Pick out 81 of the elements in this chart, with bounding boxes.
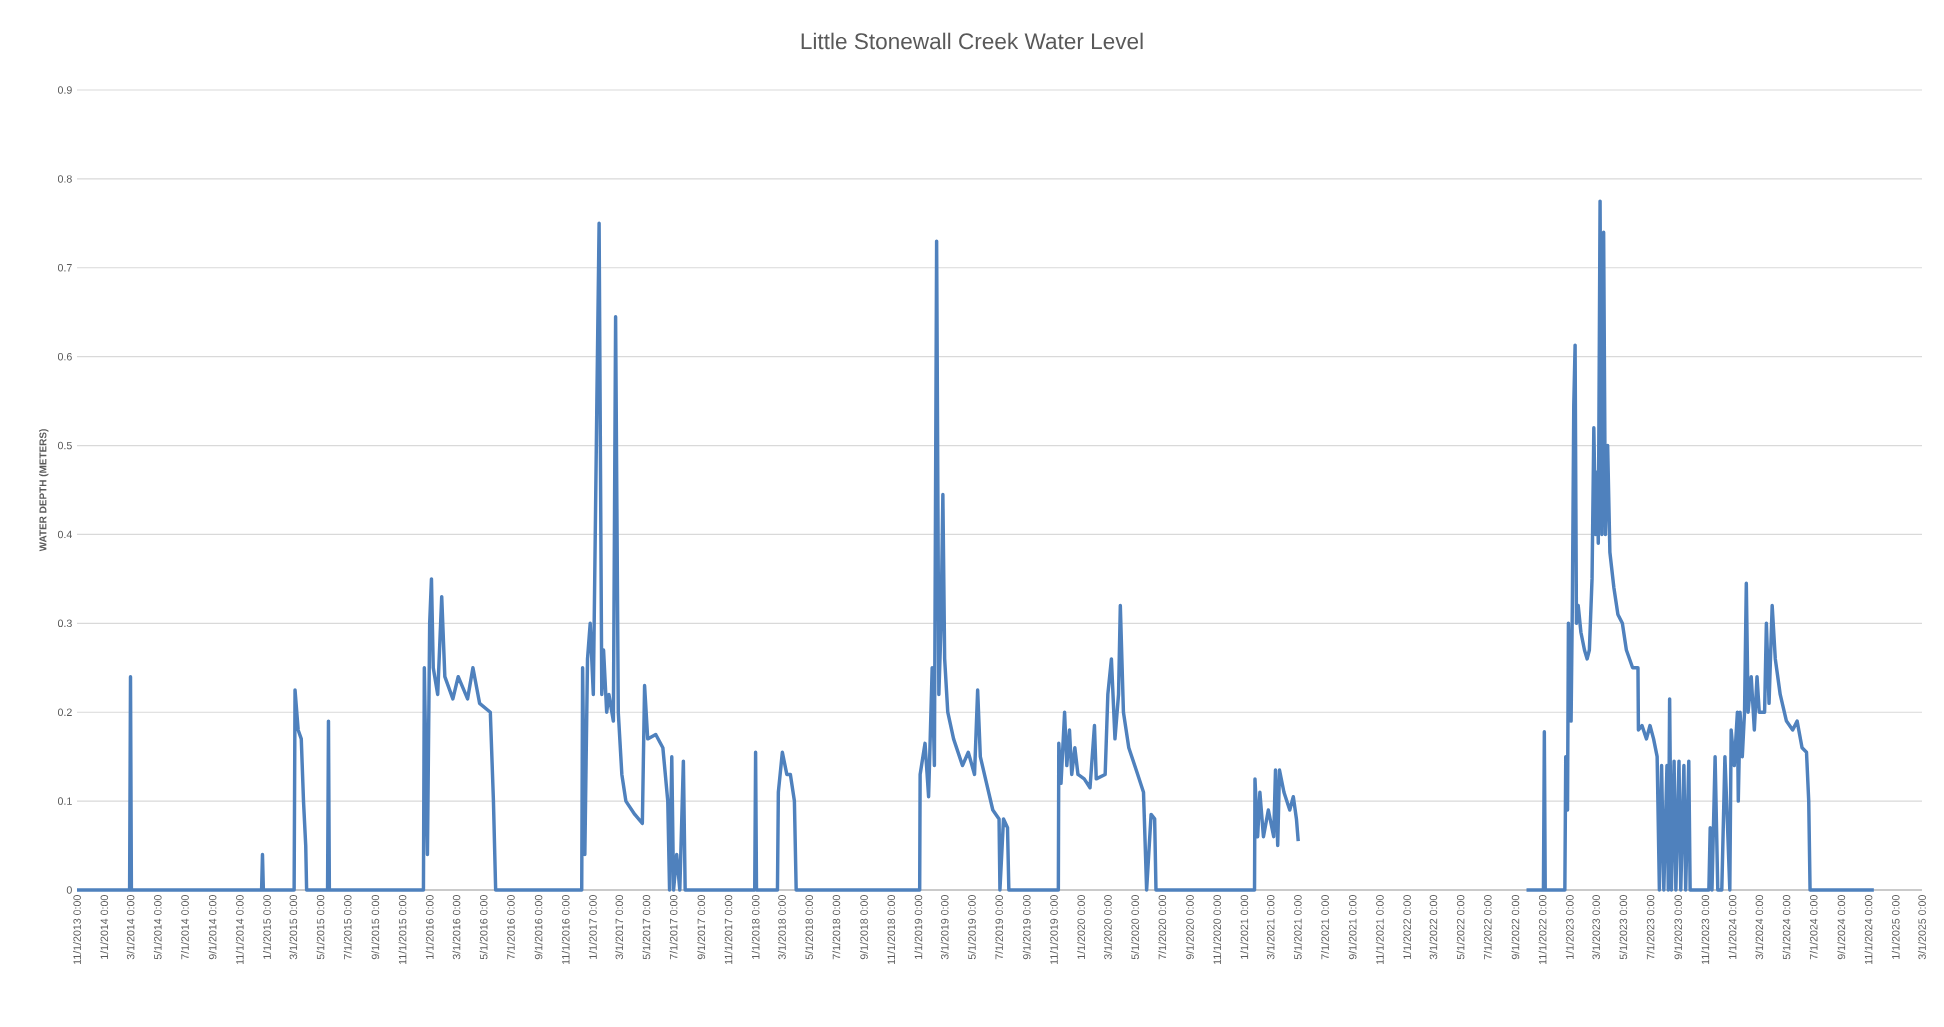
y-tick-label: 0.7 xyxy=(57,264,72,272)
y-tick-label: 0.2 xyxy=(57,708,72,716)
x-tick-label: 1/1/2025 0:00 xyxy=(1891,895,1900,959)
x-tick-label: 1/1/2021 0:00 xyxy=(1240,895,1249,959)
x-tick-label: 5/1/2018 0:00 xyxy=(805,895,814,960)
x-tick-label: 3/1/2021 0:00 xyxy=(1266,895,1275,960)
x-tick-label: 1/1/2020 0:00 xyxy=(1077,895,1085,959)
x-tick-label: 1/1/2016 0:00 xyxy=(425,895,434,959)
x-tick-label: 1/1/2019 0:00 xyxy=(914,895,923,959)
x-tick-label: 1/1/2018 0:00 xyxy=(751,895,760,959)
x-tick-label: 3/1/2019 0:00 xyxy=(940,895,949,960)
x-tick-label: 9/1/2022 0:00 xyxy=(1511,895,1520,960)
x-tick-label: 9/1/2018 0:00 xyxy=(860,895,868,960)
x-tick-label: 1/1/2024 0:00 xyxy=(1728,895,1737,959)
x-tick-label: 7/1/2019 0:00 xyxy=(995,895,1003,960)
x-tick-label: 5/1/2019 0:00 xyxy=(967,895,976,960)
y-tick-label: 0.5 xyxy=(57,441,72,450)
x-tick-label: 9/1/2016 0:00 xyxy=(534,895,543,960)
x-tick-label: 3/1/2017 0:00 xyxy=(615,895,624,960)
x-tick-label: 7/1/2018 0:00 xyxy=(832,895,841,960)
y-tick-label: 0 xyxy=(66,886,72,894)
x-tick-label: 3/1/2016 0:00 xyxy=(452,895,461,960)
x-tick-label: 7/1/2023 0:00 xyxy=(1646,895,1655,960)
x-tick-label: 11/1/2015 0:00 xyxy=(398,895,407,964)
y-tick-label: 0.8 xyxy=(57,175,72,183)
x-tick-label: 11/1/2016 0:00 xyxy=(561,895,570,964)
x-tick-label: 5/1/2020 0:00 xyxy=(1131,895,1139,960)
x-tick-label: 5/1/2024 0:00 xyxy=(1782,895,1791,960)
y-axis-title: WATER DEPTH (METERS) xyxy=(39,429,49,552)
x-tick-label: 3/1/2024 0:00 xyxy=(1755,895,1764,960)
x-tick-label: 7/1/2014 0:00 xyxy=(180,895,189,960)
x-tick-label: 3/1/2020 0:00 xyxy=(1103,895,1112,960)
x-tick-label: 11/1/2020 0:00 xyxy=(1213,895,1221,964)
x-tick-label: 5/1/2023 0:00 xyxy=(1619,895,1628,960)
x-tick-label: 5/1/2014 0:00 xyxy=(153,895,162,960)
x-tick-label: 11/1/2022 0:00 xyxy=(1538,895,1547,964)
x-tick-label: 3/1/2023 0:00 xyxy=(1592,895,1600,960)
x-tick-label: 3/1/2025 0:00 xyxy=(1918,895,1926,960)
x-tick-label: 5/1/2021 0:00 xyxy=(1293,895,1302,960)
y-tick-label: 0.1 xyxy=(57,797,72,805)
x-tick-label: 9/1/2019 0:00 xyxy=(1022,895,1031,960)
y-tick-label: 0.6 xyxy=(57,352,72,361)
x-tick-label: 11/1/2018 0:00 xyxy=(887,895,896,964)
x-tick-label: 3/1/2014 0:00 xyxy=(126,895,135,960)
x-tick-label: 5/1/2017 0:00 xyxy=(642,895,651,960)
x-tick-label: 9/1/2020 0:00 xyxy=(1185,895,1194,960)
x-tick-label: 7/1/2024 0:00 xyxy=(1809,895,1818,960)
x-tick-label: 9/1/2021 0:00 xyxy=(1348,895,1357,960)
y-tick-label: 0.4 xyxy=(57,530,72,539)
x-tick-label: 9/1/2023 0:00 xyxy=(1674,895,1682,960)
chart-title: Little Stonewall Creek Water Level xyxy=(801,32,1143,50)
x-tick-label: 9/1/2014 0:00 xyxy=(208,895,217,960)
x-tick-label: 11/1/2013 0:00 xyxy=(73,895,81,964)
x-tick-label: 7/1/2022 0:00 xyxy=(1483,895,1492,960)
x-tick-label: 9/1/2015 0:00 xyxy=(371,895,380,960)
x-tick-label: 7/1/2021 0:00 xyxy=(1321,895,1329,960)
x-tick-label: 7/1/2016 0:00 xyxy=(506,895,515,960)
x-tick-label: 11/1/2023 0:00 xyxy=(1701,895,1710,964)
x-tick-label: 1/1/2017 0:00 xyxy=(588,895,597,959)
x-tick-label: 9/1/2017 0:00 xyxy=(697,895,706,960)
x-tick-label: 7/1/2015 0:00 xyxy=(343,895,352,960)
x-tick-label: 1/1/2015 0:00 xyxy=(263,895,271,959)
x-tick-label: 5/1/2016 0:00 xyxy=(479,895,488,960)
x-tick-label: 11/1/2024 0:00 xyxy=(1864,895,1873,964)
x-tick-label: 11/1/2021 0:00 xyxy=(1375,895,1384,964)
y-tick-label: 0.9 xyxy=(57,86,72,94)
x-tick-label: 5/1/2015 0:00 xyxy=(316,895,325,960)
x-tick-label: 11/1/2014 0:00 xyxy=(235,895,244,964)
x-tick-label: 9/1/2024 0:00 xyxy=(1837,895,1846,960)
x-tick-label: 1/1/2023 0:00 xyxy=(1565,895,1574,959)
x-tick-label: 3/1/2022 0:00 xyxy=(1429,895,1438,960)
x-tick-label: 5/1/2022 0:00 xyxy=(1456,895,1465,960)
x-tick-label: 11/1/2019 0:00 xyxy=(1049,895,1058,964)
x-tick-label: 1/1/2022 0:00 xyxy=(1403,895,1411,959)
y-tick-label: 0.3 xyxy=(57,619,72,628)
x-tick-label: 1/1/2014 0:00 xyxy=(100,895,109,959)
x-tick-label: 7/1/2020 0:00 xyxy=(1158,895,1167,960)
x-tick-label: 3/1/2015 0:00 xyxy=(289,895,298,960)
x-tick-label: 7/1/2017 0:00 xyxy=(669,895,678,960)
x-tick-label: 3/1/2018 0:00 xyxy=(778,895,786,960)
x-tick-label: 11/1/2017 0:00 xyxy=(724,895,733,964)
